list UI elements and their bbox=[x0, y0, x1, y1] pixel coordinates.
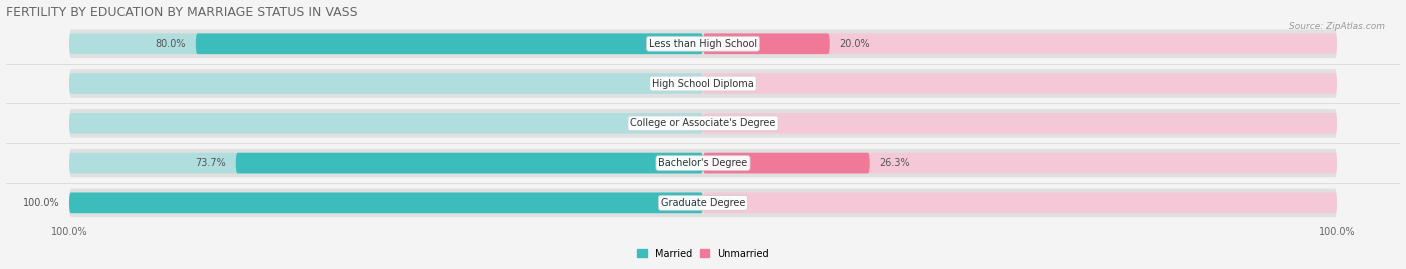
FancyBboxPatch shape bbox=[69, 30, 1337, 58]
Text: High School Diploma: High School Diploma bbox=[652, 79, 754, 89]
FancyBboxPatch shape bbox=[69, 33, 703, 54]
FancyBboxPatch shape bbox=[69, 113, 703, 134]
FancyBboxPatch shape bbox=[703, 113, 1337, 134]
Text: 0.0%: 0.0% bbox=[713, 198, 737, 208]
FancyBboxPatch shape bbox=[703, 153, 870, 174]
FancyBboxPatch shape bbox=[703, 73, 1337, 94]
Text: Bachelor's Degree: Bachelor's Degree bbox=[658, 158, 748, 168]
Text: 0.0%: 0.0% bbox=[713, 79, 737, 89]
FancyBboxPatch shape bbox=[195, 33, 703, 54]
Text: College or Associate's Degree: College or Associate's Degree bbox=[630, 118, 776, 128]
FancyBboxPatch shape bbox=[703, 153, 1337, 174]
FancyBboxPatch shape bbox=[703, 193, 1337, 213]
FancyBboxPatch shape bbox=[69, 149, 1337, 177]
FancyBboxPatch shape bbox=[703, 33, 830, 54]
Text: 0.0%: 0.0% bbox=[669, 118, 693, 128]
FancyBboxPatch shape bbox=[69, 193, 703, 213]
Text: FERTILITY BY EDUCATION BY MARRIAGE STATUS IN VASS: FERTILITY BY EDUCATION BY MARRIAGE STATU… bbox=[6, 6, 357, 19]
Text: 73.7%: 73.7% bbox=[195, 158, 226, 168]
Legend: Married, Unmarried: Married, Unmarried bbox=[634, 246, 772, 262]
Text: Source: ZipAtlas.com: Source: ZipAtlas.com bbox=[1289, 22, 1385, 30]
Text: 26.3%: 26.3% bbox=[879, 158, 910, 168]
FancyBboxPatch shape bbox=[69, 73, 703, 94]
Text: 0.0%: 0.0% bbox=[713, 118, 737, 128]
FancyBboxPatch shape bbox=[236, 153, 703, 174]
Text: 0.0%: 0.0% bbox=[669, 79, 693, 89]
FancyBboxPatch shape bbox=[69, 109, 1337, 138]
FancyBboxPatch shape bbox=[69, 193, 703, 213]
FancyBboxPatch shape bbox=[69, 189, 1337, 217]
Text: 100.0%: 100.0% bbox=[22, 198, 59, 208]
FancyBboxPatch shape bbox=[69, 153, 703, 174]
Text: 80.0%: 80.0% bbox=[156, 39, 186, 49]
FancyBboxPatch shape bbox=[703, 33, 1337, 54]
Text: Graduate Degree: Graduate Degree bbox=[661, 198, 745, 208]
FancyBboxPatch shape bbox=[69, 69, 1337, 98]
Text: 20.0%: 20.0% bbox=[839, 39, 870, 49]
Text: Less than High School: Less than High School bbox=[650, 39, 756, 49]
